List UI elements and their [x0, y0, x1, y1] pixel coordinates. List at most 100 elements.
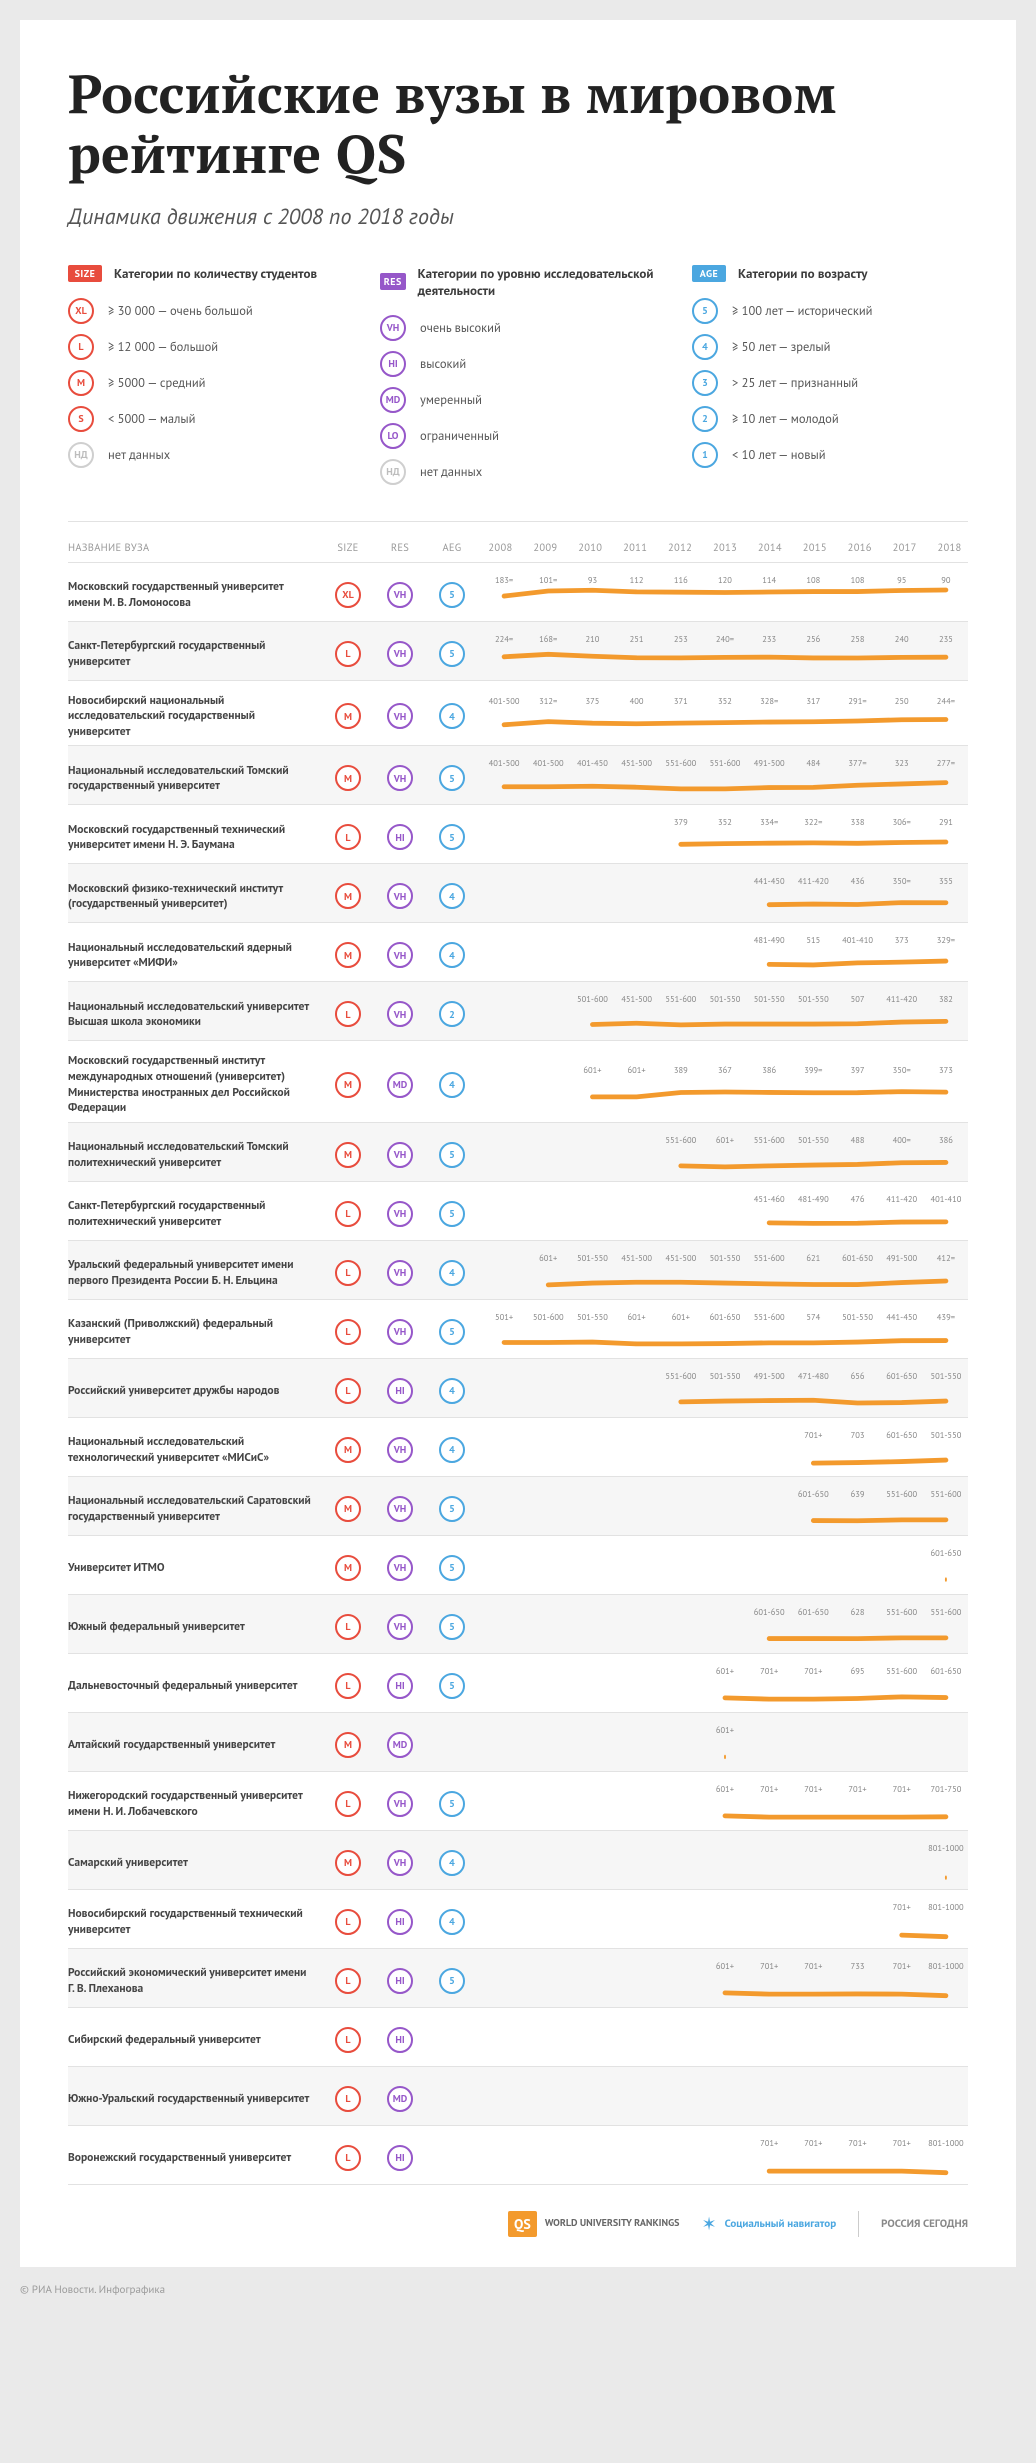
res-badge: HI	[387, 2027, 413, 2053]
sparkline	[482, 1135, 968, 1175]
legend-item-label: умеренный	[420, 392, 482, 408]
university-name: Московский государственный университет и…	[68, 579, 318, 610]
university-name: Южно-Уральский государственный университ…	[68, 2091, 318, 2107]
legend-res: RES Категории по уровню исследовательско…	[380, 265, 656, 495]
size-badge: M	[335, 942, 361, 968]
table-row: Алтайский государственный университетMMD…	[68, 1713, 968, 1772]
table-row: Санкт-Петербургский государственный поли…	[68, 1182, 968, 1241]
size-badge: L	[335, 1673, 361, 1699]
legend-res-items: VHочень высокийHIвысокийMDумеренныйLOогр…	[380, 315, 656, 485]
table-row: Российский экономический университет име…	[68, 1949, 968, 2008]
sparkline-cell	[482, 2020, 968, 2060]
size-badge: M	[335, 883, 361, 909]
size-badge: M	[335, 1496, 361, 1522]
legend-item-label: ограниченный	[420, 428, 499, 444]
table-row: Московский физико-технический институт (…	[68, 864, 968, 923]
legend-ring-icon: L	[68, 334, 94, 360]
size-badge: M	[335, 765, 361, 791]
res-badge: VH	[387, 1201, 413, 1227]
university-name: Самарский университет	[68, 1855, 318, 1871]
legend-item-label: ≥ 30 000 — очень большой	[108, 303, 253, 319]
university-name: Московский физико-технический институт (…	[68, 881, 318, 912]
size-badge: XL	[335, 582, 361, 608]
legend-ring-icon: НД	[68, 442, 94, 468]
sparkline-cell: 441-450411-420436350=355	[482, 876, 968, 916]
size-badge: M	[335, 1437, 361, 1463]
sparkline	[482, 1253, 968, 1293]
legend-ring-icon: 2	[692, 406, 718, 432]
legend-item-label: ≥ 50 лет — зрелый	[732, 339, 830, 355]
sparkline-cell: 501-600451-500551-600501-550501-550501-5…	[482, 994, 968, 1034]
university-name: Национальный исследовательский Томский г…	[68, 763, 318, 794]
legend-res-item: HIвысокий	[380, 351, 656, 377]
sparkline	[482, 1607, 968, 1647]
col-year: 2011	[617, 540, 654, 554]
legend-ring-icon: 3	[692, 370, 718, 396]
sparkline-cell: 451-460481-490476411-420401-410	[482, 1194, 968, 1234]
res-badge: VH	[387, 1437, 413, 1463]
sparkline-cell: 601+701+701+701+701+701-750	[482, 1784, 968, 1824]
sparkline-cell: 401-500312=375400371352328=317291=250244…	[482, 696, 968, 736]
res-badge: VH	[387, 1614, 413, 1640]
col-year: 2013	[707, 540, 744, 554]
res-badge: VH	[387, 1319, 413, 1345]
size-badge: L	[335, 1909, 361, 1935]
sparkline	[482, 1312, 968, 1352]
legend-ring-icon: LO	[380, 423, 406, 449]
res-badge: HI	[387, 1909, 413, 1935]
table-row: Национальный исследовательский Томский п…	[68, 1123, 968, 1182]
age-badge: 4	[439, 703, 465, 729]
university-name: Воронежский государственный университет	[68, 2150, 318, 2166]
table-row: Национальный исследовательский технологи…	[68, 1418, 968, 1477]
res-badge: VH	[387, 765, 413, 791]
sparkline	[482, 1065, 968, 1105]
table-row: Южный федеральный университетLVH5601-650…	[68, 1595, 968, 1654]
size-badge: M	[335, 1732, 361, 1758]
legend-ring-icon: 4	[692, 334, 718, 360]
size-badge: L	[335, 1378, 361, 1404]
legend-size: SIZE Категории по количеству студентов X…	[68, 265, 344, 495]
size-badge: M	[335, 1142, 361, 1168]
size-badge: L	[335, 1001, 361, 1027]
university-name: Санкт-Петербургский государственный унив…	[68, 638, 318, 669]
legend-item-label: < 5000 — малый	[108, 411, 195, 427]
legend-ring-icon: M	[68, 370, 94, 396]
legend-block: SIZE Категории по количеству студентов X…	[68, 265, 968, 522]
legend-item-label: > 25 лет — признанный	[732, 375, 858, 391]
age-badge: 4	[439, 942, 465, 968]
sparkline	[482, 1548, 968, 1588]
legend-res-item: НДнет данных	[380, 459, 656, 485]
sparkline-cell: 701+701+701+701+801-1000	[482, 2138, 968, 2178]
legend-size-items: XL≥ 30 000 — очень большойL≥ 12 000 — бо…	[68, 298, 344, 468]
sparkline-cell: 601-650601-650628551-600551-600	[482, 1607, 968, 1647]
footer-logos: QS WORLD UNIVERSITY RANKINGS ✶ Социальны…	[68, 2211, 968, 2237]
size-badge: M	[335, 1072, 361, 1098]
legend-item-label: ≥ 12 000 — большой	[108, 339, 218, 355]
col-year: 2018	[931, 540, 968, 554]
res-badge: VH	[387, 1496, 413, 1522]
table-row: Национальный исследовательский Томский г…	[68, 746, 968, 805]
legend-ring-icon: MD	[380, 387, 406, 413]
sparkline	[482, 1725, 968, 1765]
res-badge: HI	[387, 2145, 413, 2171]
legend-age-item: 4 ≥ 50 лет — зрелый	[692, 334, 968, 360]
sparkline	[482, 2079, 968, 2119]
table-row: Новосибирский национальный исследователь…	[68, 681, 968, 747]
university-name: Московский государственный технический у…	[68, 822, 318, 853]
sparkline	[482, 1666, 968, 1706]
col-year: 2010	[572, 540, 609, 554]
sparkline	[482, 1902, 968, 1942]
table-row: Университет ИТМОMVH5601-650	[68, 1536, 968, 1595]
col-year: 2008	[482, 540, 519, 554]
age-badge: 5	[439, 765, 465, 791]
legend-res-item: LO ограниченный	[380, 423, 656, 449]
table-row: Московский государственный институт межд…	[68, 1041, 968, 1122]
size-badge: M	[335, 1850, 361, 1876]
legend-item-label: ≥ 100 лет — исторический	[732, 303, 873, 319]
sparkline-cell: 183=101=931121161201141081089590	[482, 575, 968, 615]
legend-size-item: S< 5000 — малый	[68, 406, 344, 432]
legend-size-tag: SIZE	[68, 265, 102, 282]
legend-age-item: 1< 10 лет — новый	[692, 442, 968, 468]
col-year: 2012	[662, 540, 699, 554]
age-badge: 5	[439, 1555, 465, 1581]
